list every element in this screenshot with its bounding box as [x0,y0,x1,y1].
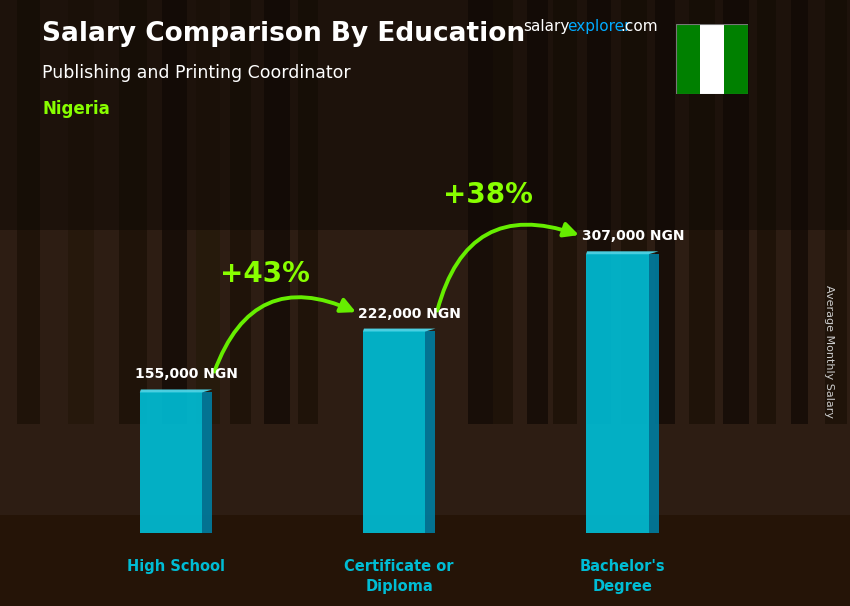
Text: Nigeria: Nigeria [42,100,110,118]
Bar [363,331,425,533]
Bar [202,393,212,533]
Text: Salary Comparison By Education: Salary Comparison By Education [42,21,525,47]
Bar [649,255,659,533]
Text: .com: .com [620,19,658,35]
Bar [586,0,613,424]
Bar [527,0,551,424]
Text: High School: High School [128,559,225,574]
Bar [468,0,490,424]
Bar [654,0,679,424]
Bar [552,0,580,424]
Bar [196,0,224,424]
Bar [139,393,202,533]
Bar [688,0,716,424]
Text: Publishing and Printing Coordinator: Publishing and Printing Coordinator [42,64,351,82]
Bar [17,0,42,424]
Bar [790,0,816,424]
Text: +43%: +43% [220,260,309,288]
Bar [676,24,700,94]
FancyArrowPatch shape [214,297,352,371]
FancyArrowPatch shape [437,224,575,311]
Text: salary: salary [523,19,570,35]
Bar [620,0,649,424]
Bar [700,24,724,94]
Bar [68,0,94,424]
Text: explorer: explorer [567,19,631,35]
Bar [756,0,786,424]
Bar [722,0,747,424]
Bar [264,0,285,424]
Bar [0,0,850,230]
Bar [298,0,321,424]
Bar [230,0,246,424]
Bar [724,24,748,94]
Bar [0,515,850,606]
Polygon shape [363,328,435,331]
Text: Bachelor's
Degree: Bachelor's Degree [580,559,666,593]
Text: Certificate or
Diploma: Certificate or Diploma [344,559,454,593]
Bar [586,255,649,533]
Bar [425,331,435,533]
Text: Average Monthly Salary: Average Monthly Salary [824,285,834,418]
Bar [824,0,850,424]
Bar [493,0,521,424]
Text: 222,000 NGN: 222,000 NGN [359,307,462,321]
Polygon shape [139,390,212,393]
Bar [119,0,148,424]
Polygon shape [586,251,659,255]
Text: 155,000 NGN: 155,000 NGN [135,367,238,382]
Text: +38%: +38% [443,181,533,209]
Text: 307,000 NGN: 307,000 NGN [581,229,684,243]
Bar [162,0,184,424]
